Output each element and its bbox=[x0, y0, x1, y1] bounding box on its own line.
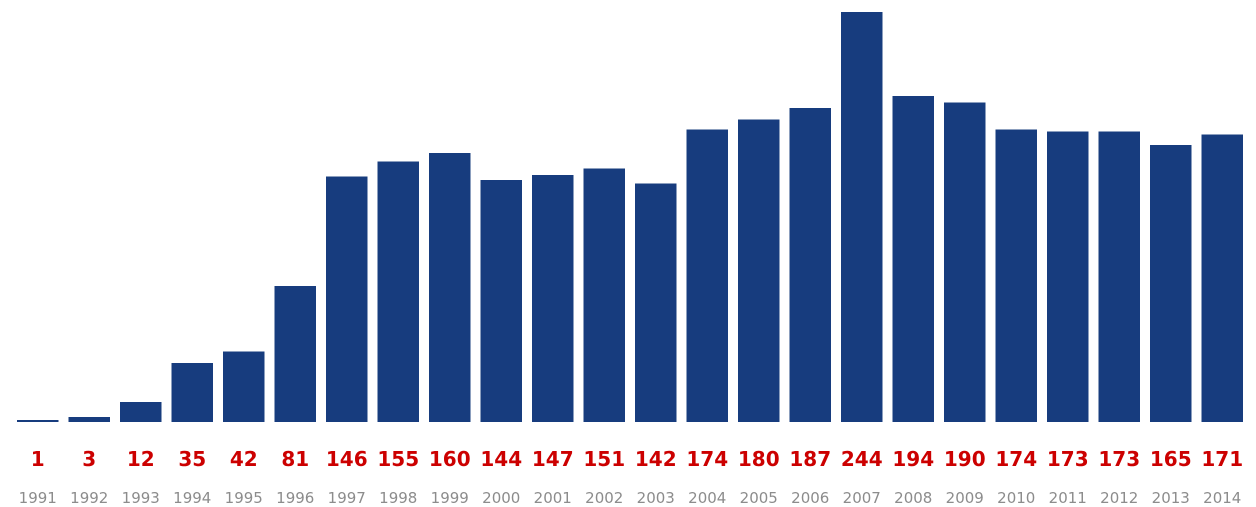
value-label-2005: 180 bbox=[738, 447, 780, 471]
value-label-1998: 155 bbox=[377, 447, 419, 471]
bar-1992 bbox=[68, 416, 110, 422]
value-label-2013: 165 bbox=[1150, 447, 1192, 471]
value-label-2012: 173 bbox=[1098, 447, 1140, 471]
value-label-2014: 171 bbox=[1201, 447, 1243, 471]
category-label-1997: 1997 bbox=[328, 489, 366, 507]
value-label-2007: 244 bbox=[841, 447, 883, 471]
year-labels-layer: 1991 1992 1993 1994 1995 1996 1997 1998 1999 2000… bbox=[19, 489, 1242, 507]
bar-2012 bbox=[1098, 131, 1140, 423]
bar-1991 bbox=[17, 420, 59, 422]
bar-1997 bbox=[326, 176, 368, 422]
bar-1996 bbox=[274, 285, 316, 422]
category-label-2011: 2011 bbox=[1049, 489, 1087, 507]
category-label-2000: 2000 bbox=[482, 489, 520, 507]
value-label-2008: 194 bbox=[892, 447, 934, 471]
value-label-2009: 190 bbox=[944, 447, 986, 471]
value-label-2004: 174 bbox=[686, 447, 728, 471]
bar-2009 bbox=[944, 102, 986, 423]
value-label-1999: 160 bbox=[429, 447, 471, 471]
category-label-1991: 1991 bbox=[19, 489, 57, 507]
value-label-2003: 142 bbox=[635, 447, 677, 471]
category-label-1996: 1996 bbox=[276, 489, 314, 507]
value-label-1994: 35 bbox=[178, 447, 206, 471]
category-label-1994: 1994 bbox=[173, 489, 211, 507]
category-label-2005: 2005 bbox=[740, 489, 778, 507]
value-label-1997: 146 bbox=[326, 447, 368, 471]
category-label-2006: 2006 bbox=[791, 489, 829, 507]
bars-layer bbox=[17, 12, 1243, 423]
bar-2001 bbox=[532, 174, 574, 422]
value-label-2010: 174 bbox=[995, 447, 1037, 471]
category-label-2012: 2012 bbox=[1100, 489, 1138, 507]
bar-2006 bbox=[789, 107, 831, 422]
bar-2005 bbox=[738, 119, 780, 422]
bar-1993 bbox=[120, 401, 162, 422]
value-label-2006: 187 bbox=[789, 447, 831, 471]
value-labels-layer: 1 3 12 35 42 81 146 155 160 144 147 151 142 174 180 187… bbox=[31, 447, 1243, 471]
bar-2014 bbox=[1201, 134, 1243, 422]
category-label-2008: 2008 bbox=[894, 489, 932, 507]
bar-2003 bbox=[635, 183, 677, 422]
category-label-2003: 2003 bbox=[637, 489, 675, 507]
value-label-1992: 3 bbox=[82, 447, 96, 471]
category-label-2009: 2009 bbox=[946, 489, 984, 507]
bar-2000 bbox=[480, 180, 522, 422]
bar-1999 bbox=[429, 153, 471, 422]
value-label-1995: 42 bbox=[230, 447, 258, 471]
category-label-2010: 2010 bbox=[997, 489, 1035, 507]
bar-1994 bbox=[171, 363, 213, 422]
category-label-2013: 2013 bbox=[1152, 489, 1190, 507]
bar-2007 bbox=[841, 12, 883, 422]
category-label-2004: 2004 bbox=[688, 489, 726, 507]
category-label-1995: 1995 bbox=[225, 489, 263, 507]
category-label-1999: 1999 bbox=[431, 489, 469, 507]
bar-2002 bbox=[583, 168, 625, 422]
bar-2010 bbox=[995, 129, 1037, 422]
value-label-2000: 144 bbox=[480, 447, 522, 471]
bar-2004 bbox=[686, 129, 728, 422]
category-label-1998: 1998 bbox=[379, 489, 417, 507]
value-label-2011: 173 bbox=[1047, 447, 1089, 471]
value-label-1996: 81 bbox=[281, 447, 309, 471]
bar-1998 bbox=[377, 161, 419, 423]
category-label-2001: 2001 bbox=[534, 489, 572, 507]
bar-2011 bbox=[1047, 131, 1089, 423]
category-label-2014: 2014 bbox=[1203, 489, 1241, 507]
value-label-1993: 12 bbox=[127, 447, 155, 471]
category-label-1992: 1992 bbox=[70, 489, 108, 507]
value-label-2001: 147 bbox=[532, 447, 574, 471]
bar-2013 bbox=[1150, 144, 1192, 422]
category-label-2002: 2002 bbox=[585, 489, 623, 507]
category-label-2007: 2007 bbox=[843, 489, 881, 507]
value-label-1991: 1 bbox=[31, 447, 45, 471]
category-label-1993: 1993 bbox=[122, 489, 160, 507]
bar-2008 bbox=[892, 96, 934, 423]
value-label-2002: 151 bbox=[583, 447, 625, 471]
bar-1995 bbox=[223, 351, 265, 422]
